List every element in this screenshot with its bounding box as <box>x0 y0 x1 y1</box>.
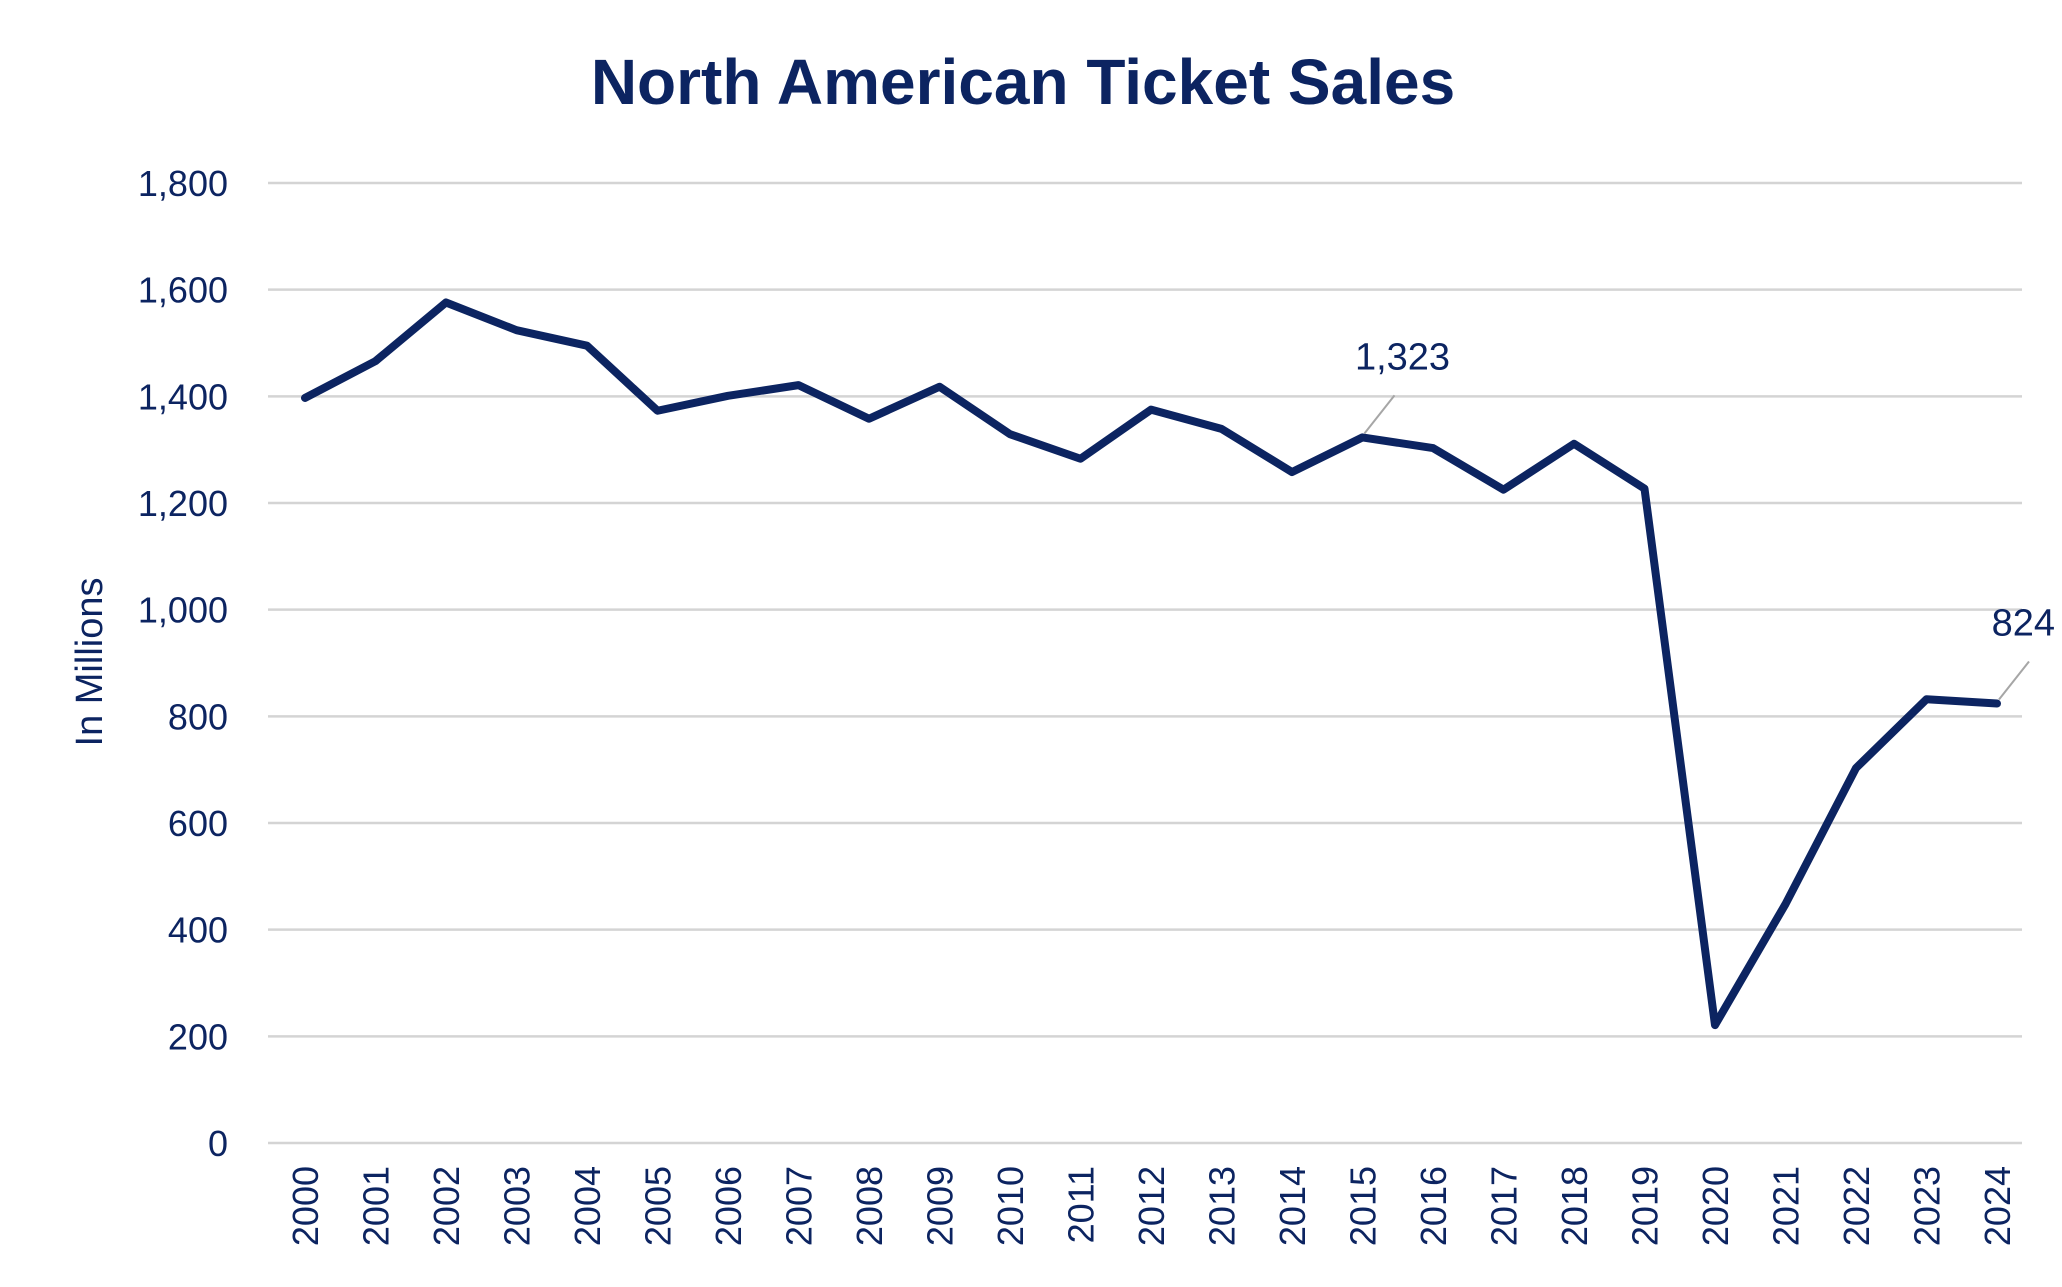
data-point <box>1078 456 1083 461</box>
x-tick-label: 2017 <box>1484 1166 1525 1246</box>
data-point <box>1501 487 1506 492</box>
data-point <box>303 395 307 400</box>
x-tick-label: 2012 <box>1131 1166 1172 1246</box>
data-point <box>1360 435 1365 440</box>
x-tick-label: 2003 <box>497 1166 538 1246</box>
x-tick-label: 2024 <box>1977 1166 2018 1246</box>
data-point <box>1854 766 1858 771</box>
x-tick-label: 2015 <box>1343 1166 1384 1246</box>
x-tick-label: 2016 <box>1413 1166 1454 1246</box>
x-tick-label: 2018 <box>1554 1166 1595 1246</box>
data-point <box>1783 902 1788 907</box>
y-tick-label: 800 <box>168 696 228 737</box>
x-tick-label: 2014 <box>1272 1166 1313 1246</box>
y-axis-title: In Millions <box>69 578 111 747</box>
y-tick-label: 200 <box>168 1016 228 1057</box>
x-tick-label: 2008 <box>849 1166 890 1246</box>
x-tick-label: 2002 <box>426 1166 467 1246</box>
x-tick-label: 2010 <box>990 1166 1031 1246</box>
x-tick-label: 2000 <box>285 1166 326 1246</box>
data-point <box>1642 486 1647 491</box>
data-point <box>1290 470 1294 475</box>
x-tick-label: 2006 <box>708 1166 749 1246</box>
x-tick-label: 2013 <box>1202 1166 1243 1246</box>
annotation-leader <box>1998 660 2030 701</box>
data-label: 1,323 <box>1355 336 1450 378</box>
y-tick-label: 0 <box>208 1123 228 1164</box>
y-tick-label: 1,000 <box>138 590 228 631</box>
data-point <box>1149 407 1153 412</box>
y-axis-ticks: 0 200 400 600 800 1,000 1,200 1,400 1,600 1,800 <box>138 163 228 1164</box>
data-point <box>373 359 378 364</box>
annotations: 1,323 824 <box>1355 336 2055 701</box>
y-tick-label: 1,400 <box>138 376 228 417</box>
data-point <box>1572 441 1576 446</box>
data-point <box>937 384 942 389</box>
x-tick-label: 2011 <box>1061 1166 1102 1243</box>
y-tick-label: 600 <box>168 803 228 844</box>
x-tick-label: 2021 <box>1766 1166 1807 1246</box>
x-tick-label: 2001 <box>356 1166 397 1246</box>
data-point <box>585 343 589 348</box>
data-point <box>1713 1023 1717 1028</box>
x-tick-label: 2020 <box>1695 1166 1736 1246</box>
data-label: 824 <box>1992 603 2055 645</box>
chart-title: North American Ticket Sales <box>591 46 1455 118</box>
x-tick-label: 2009 <box>920 1166 961 1246</box>
data-point <box>655 408 660 413</box>
y-tick-label: 1,200 <box>138 483 228 524</box>
x-tick-label: 2007 <box>779 1166 820 1246</box>
data-point <box>1995 701 1999 706</box>
data-point <box>1924 697 1929 702</box>
y-tick-label: 400 <box>168 910 228 951</box>
data-point <box>1431 446 1435 451</box>
data-point <box>1219 426 1224 431</box>
y-tick-label: 1,600 <box>138 270 228 311</box>
data-point <box>867 416 871 421</box>
data-point <box>726 393 730 398</box>
data-point <box>796 383 801 388</box>
annotation-leader <box>1363 394 1396 435</box>
x-tick-label: 2004 <box>567 1166 608 1246</box>
x-axis-ticks: 2000 2001 2002 2003 2004 2005 2006 2007 2008 2009… <box>285 1166 2018 1246</box>
data-point <box>444 300 448 305</box>
x-tick-label: 2022 <box>1836 1166 1877 1246</box>
x-tick-label: 2023 <box>1907 1166 1948 1246</box>
data-point <box>514 328 519 333</box>
y-tick-label: 1,800 <box>138 163 228 204</box>
x-tick-label: 2019 <box>1625 1166 1666 1246</box>
series-group <box>301 298 2001 1030</box>
x-tick-label: 2005 <box>638 1166 679 1246</box>
data-point <box>1008 432 1012 437</box>
gridlines <box>268 181 2022 1145</box>
